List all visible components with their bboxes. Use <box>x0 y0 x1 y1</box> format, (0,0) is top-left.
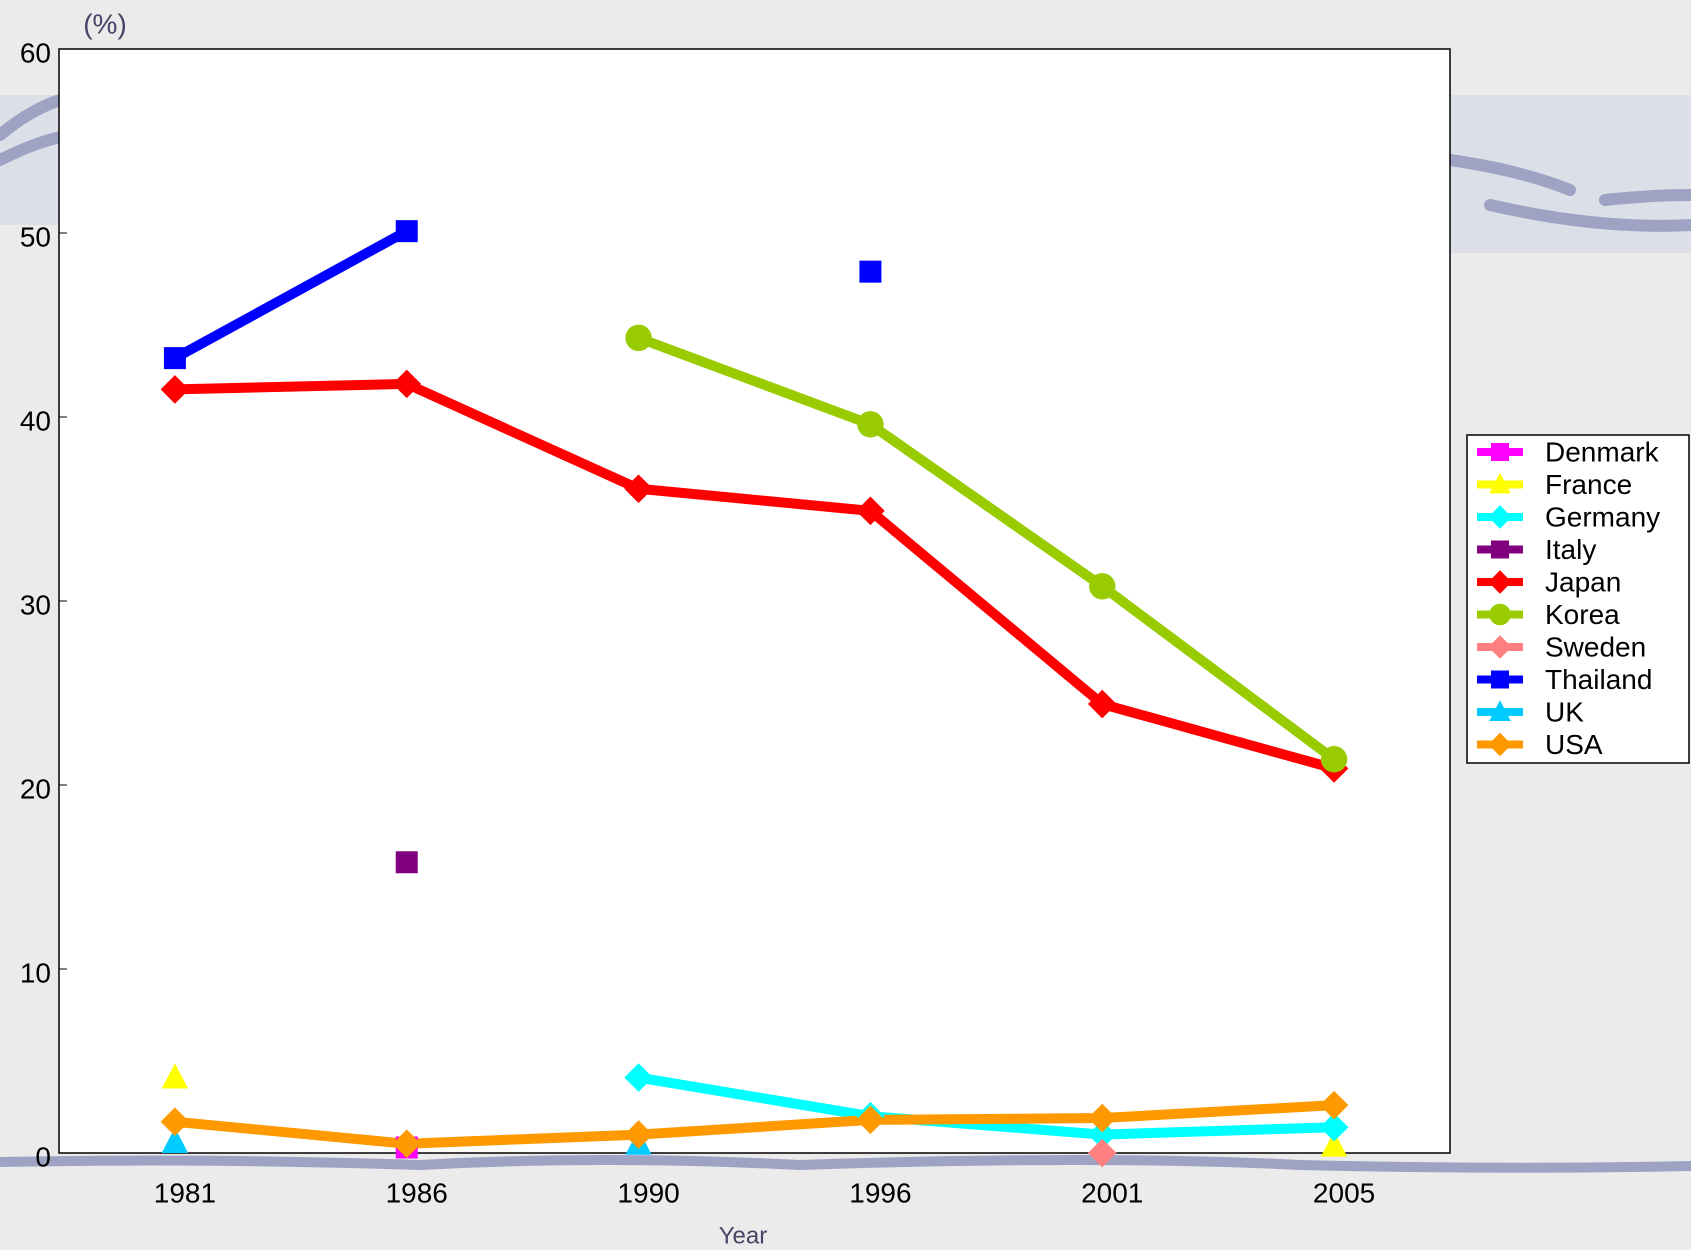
x-tick-label: 2001 <box>1081 1177 1143 1208</box>
marker <box>624 1063 653 1092</box>
legend-label: Sweden <box>1545 631 1646 662</box>
marker <box>856 1105 885 1135</box>
marker <box>1489 700 1511 721</box>
series-line <box>636 333 1338 764</box>
legend-label: Italy <box>1545 534 1596 565</box>
legend-label: UK <box>1545 696 1584 727</box>
y-axis-label: (%) <box>83 8 127 39</box>
marker <box>1087 1138 1117 1168</box>
legend-label: Denmark <box>1545 436 1660 467</box>
y-tick-label: 0 <box>35 1141 51 1172</box>
legend-label: France <box>1545 469 1632 500</box>
marker <box>857 411 884 438</box>
marker <box>1491 443 1509 461</box>
marker <box>1488 635 1512 659</box>
x-tick-label: 1996 <box>849 1177 911 1208</box>
marker <box>1320 746 1348 773</box>
y-tick-label: 20 <box>20 773 51 804</box>
marker <box>160 375 190 404</box>
legend-label: USA <box>1545 729 1603 760</box>
legend-label: Thailand <box>1545 664 1652 695</box>
marker <box>395 851 418 874</box>
legend-label: Korea <box>1545 599 1620 630</box>
marker <box>1319 1090 1349 1120</box>
y-tick-label: 10 <box>20 957 51 988</box>
marker <box>160 1107 190 1137</box>
marker <box>1089 573 1116 600</box>
marker <box>1087 1103 1117 1133</box>
x-tick-label: 2005 <box>1313 1177 1375 1208</box>
marker <box>1488 570 1512 594</box>
marker <box>1491 540 1509 559</box>
marker <box>859 260 882 283</box>
y-tick-label: 40 <box>20 405 51 436</box>
marker <box>1087 689 1117 719</box>
x-tick-label: 1990 <box>617 1177 679 1208</box>
decoration <box>0 1155 1691 1173</box>
series-line <box>174 1100 1335 1149</box>
marker <box>1087 1120 1117 1149</box>
marker <box>161 1127 189 1153</box>
marker <box>163 347 186 370</box>
marker <box>1488 732 1512 757</box>
marker <box>624 1120 653 1149</box>
marker <box>1320 1131 1348 1157</box>
x-axis-label: Year <box>719 1222 768 1249</box>
marker <box>395 220 418 243</box>
x-tick-label: 1986 <box>386 1177 448 1208</box>
marker <box>392 1129 422 1159</box>
marker <box>856 496 885 526</box>
decoration <box>0 94 1691 232</box>
y-tick-label: 60 <box>20 37 51 68</box>
marker <box>624 474 653 504</box>
marker <box>1319 1112 1349 1142</box>
marker <box>161 1063 189 1089</box>
marker <box>625 324 652 352</box>
y-tick-label: 30 <box>20 589 51 620</box>
legend-label: Germany <box>1545 501 1660 532</box>
marker <box>392 369 422 399</box>
series-line <box>174 378 1336 774</box>
marker <box>1491 670 1509 689</box>
marker <box>1488 505 1512 529</box>
series-line <box>637 1072 1335 1140</box>
y-tick-label: 50 <box>20 221 51 252</box>
plot-area <box>58 48 1451 1154</box>
marker <box>1489 472 1511 494</box>
legend-label: Japan <box>1545 566 1621 597</box>
marker <box>1489 603 1511 626</box>
x-tick-label: 1981 <box>154 1177 216 1208</box>
